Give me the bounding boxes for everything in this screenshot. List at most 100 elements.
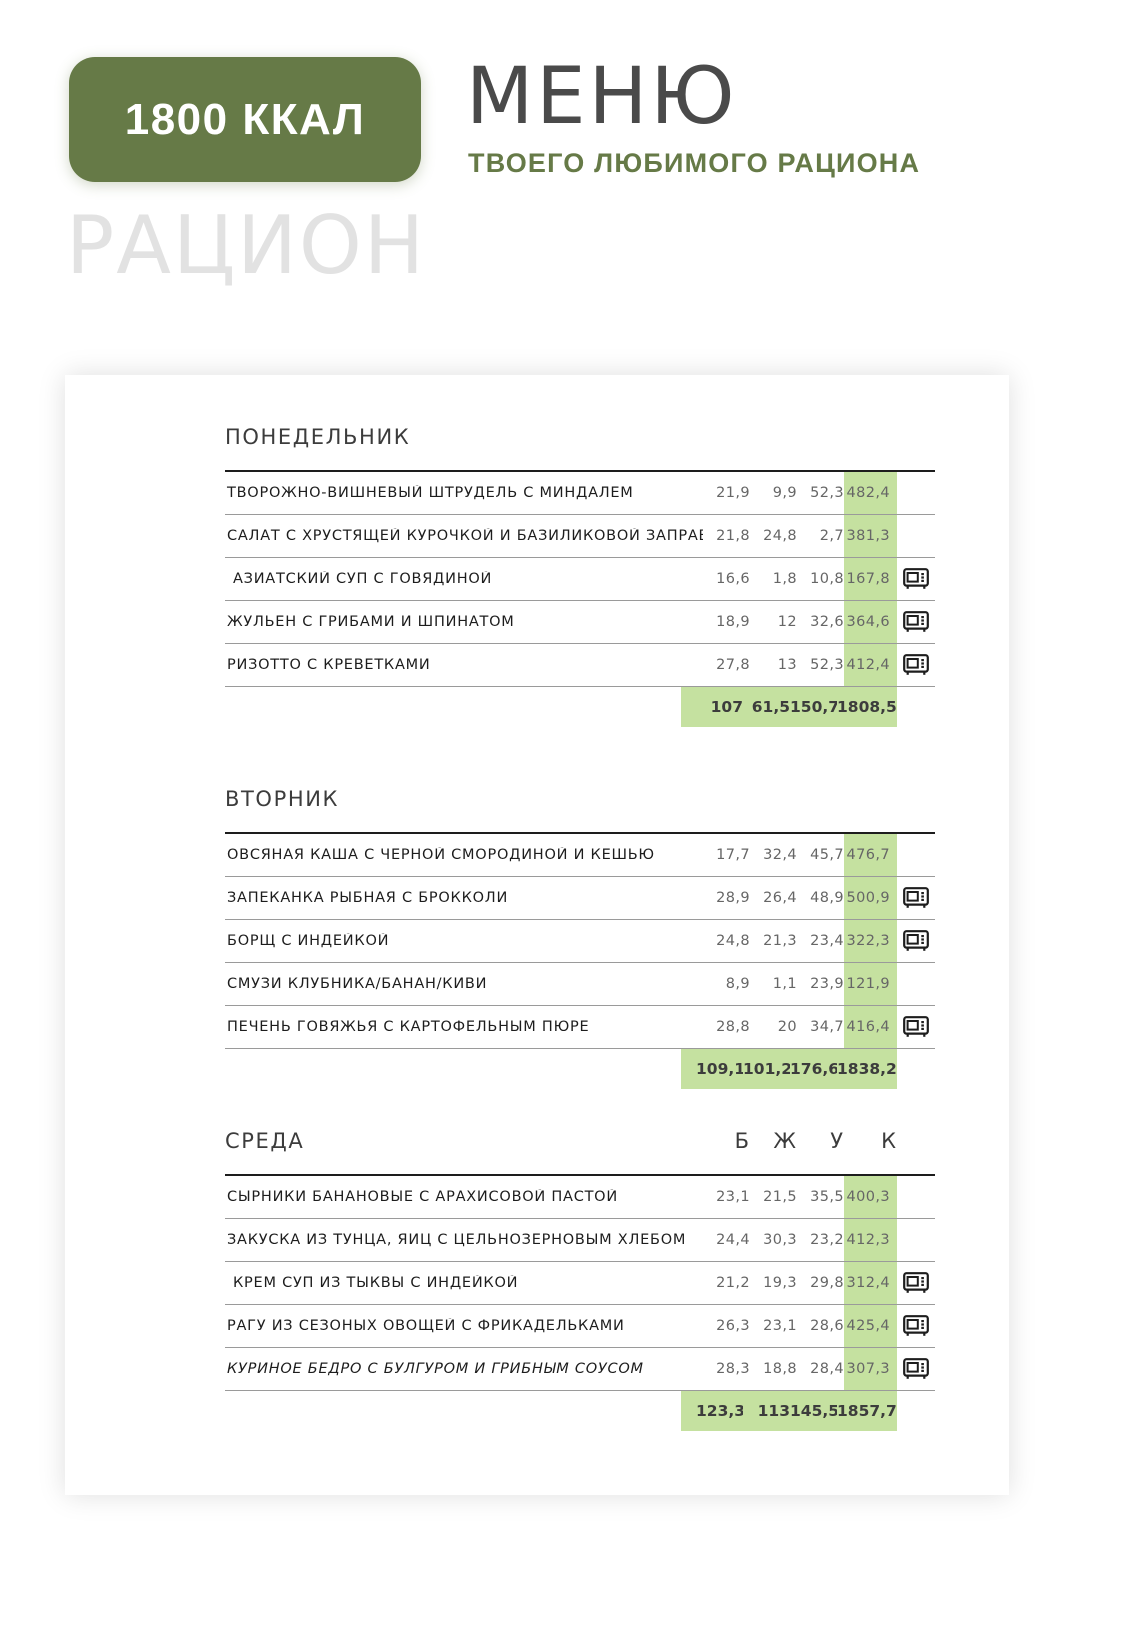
column-header-kcal: К — [881, 1129, 897, 1153]
column-header-fat: Ж — [773, 1129, 797, 1153]
dish-name: КУРИНОЕ БЕДРО С БУЛГУРОМ И ГРИБНЫМ СОУСО… — [227, 1361, 644, 1377]
day-table: ТВОРОЖНО-ВИШНЕВЫЙ ШТРУДЕЛЬ С МИНДАЛЕМ 21,… — [225, 470, 935, 727]
dish-fat: 20 — [777, 1019, 797, 1035]
dish-carbs: 48,9 — [810, 890, 844, 906]
total-carbs: 145,5 — [790, 1391, 839, 1431]
dish-name: СЫРНИКИ БАНАНОВЫЕ С АРАХИСОВОЙ ПАСТОЙ — [227, 1189, 618, 1205]
table-row[interactable]: САЛАТ С ХРУСТЯЩЕЙ КУРОЧКОЙ И БАЗИЛИКОВОЙ… — [225, 515, 935, 558]
day-section-2: СРЕДА Б Ж У К СЫРНИКИ БАНАНОВЫЕ С АРАХИСОВОЙ … — [225, 1113, 935, 1431]
table-row[interactable]: РИЗОТТО С КРЕВЕТКАМИ 27,8 13 52,3 412,4 — [225, 644, 935, 687]
dish-carbs: 52,3 — [810, 657, 844, 673]
day-section-0: ПОНЕДЕЛЬНИК ТВОРОЖНО-ВИШНЕВЫЙ ШТРУДЕЛЬ С … — [225, 409, 935, 727]
day-header: ПОНЕДЕЛЬНИК — [225, 409, 935, 453]
reheat-icon-cell — [897, 844, 935, 866]
dish-fat: 23,1 — [763, 1318, 797, 1334]
dish-protein: 8,9 — [725, 976, 750, 992]
dish-fat: 1,8 — [772, 571, 797, 587]
dish-kcal: 412,4 — [844, 644, 897, 686]
reheat-icon-cell — [897, 611, 935, 633]
table-row[interactable]: СМУЗИ КЛУБНИКА/БАНАН/КИВИ 8,9 1,1 23,9 121,9 — [225, 963, 935, 1006]
dish-protein: 28,8 — [716, 1019, 750, 1035]
dish-name: СМУЗИ КЛУБНИКА/БАНАН/КИВИ — [227, 976, 488, 992]
dish-carbs: 29,8 — [810, 1275, 844, 1291]
dish-kcal: 307,3 — [844, 1348, 897, 1390]
day-section-1: ВТОРНИК ОВСЯНАЯ КАША С ЧЕРНОЙ СМОРОДИНОЙ … — [225, 771, 935, 1089]
dish-kcal: 412,3 — [844, 1219, 897, 1261]
microwave-icon — [903, 1358, 929, 1379]
dish-protein: 18,9 — [716, 614, 750, 630]
dish-carbs: 23,9 — [810, 976, 844, 992]
day-header: ВТОРНИК — [225, 771, 935, 815]
column-header-protein: Б — [734, 1129, 750, 1153]
total-kcal: 1838,2 — [837, 1049, 897, 1089]
reheat-icon-cell — [897, 887, 935, 909]
dish-fat: 9,9 — [772, 485, 797, 501]
table-row[interactable]: РАГУ ИЗ СЕЗОНЫХ ОВОЩЕЙ С ФРИКАДЕЛЬКАМИ 26… — [225, 1305, 935, 1348]
dish-fat: 21,5 — [763, 1189, 797, 1205]
dish-carbs: 28,4 — [810, 1361, 844, 1377]
column-header-carbs: У — [830, 1129, 844, 1153]
day-header: СРЕДА Б Ж У К — [225, 1113, 935, 1157]
total-fat: 101,2 — [743, 1049, 792, 1089]
calorie-badge: 1800 ККАЛ — [69, 57, 421, 182]
microwave-icon — [903, 568, 929, 589]
dish-protein: 24,8 — [716, 933, 750, 949]
dish-name: ЖУЛЬЕН С ГРИБАМИ И ШПИНАТОМ — [227, 614, 515, 630]
dish-name: КРЕМ СУП ИЗ ТЫКВЫ С ИНДЕЙКОЙ — [233, 1275, 519, 1291]
dish-kcal: 476,7 — [844, 834, 897, 876]
microwave-icon — [903, 1272, 929, 1293]
dish-name: ПЕЧЕНЬ ГОВЯЖЬЯ С КАРТОФЕЛЬНЫМ ПЮРЕ — [227, 1019, 590, 1035]
table-row[interactable]: ТВОРОЖНО-ВИШНЕВЫЙ ШТРУДЕЛЬ С МИНДАЛЕМ 21,… — [225, 472, 935, 515]
table-row[interactable]: СЫРНИКИ БАНАНОВЫЕ С АРАХИСОВОЙ ПАСТОЙ 23,… — [225, 1176, 935, 1219]
dish-kcal: 364,6 — [844, 601, 897, 643]
dish-fat: 30,3 — [763, 1232, 797, 1248]
reheat-icon-cell — [897, 482, 935, 504]
dish-carbs: 35,5 — [810, 1189, 844, 1205]
total-carbs: 150,7 — [790, 687, 839, 727]
watermark-text: РАЦИОН — [66, 199, 427, 292]
reheat-icon-cell — [897, 1315, 935, 1337]
calorie-badge-label: 1800 ККАЛ — [124, 94, 366, 144]
microwave-icon — [903, 1016, 929, 1037]
dish-kcal: 167,8 — [844, 558, 897, 600]
dish-carbs: 23,4 — [810, 933, 844, 949]
table-row[interactable]: БОРЩ С ИНДЕЙКОЙ 24,8 21,3 23,4 322,3 — [225, 920, 935, 963]
table-row[interactable]: АЗИАТСКИЙ СУП С ГОВЯДИНОЙ 16,6 1,8 10,8 167,… — [225, 558, 935, 601]
table-row[interactable]: ОВСЯНАЯ КАША С ЧЕРНОЙ СМОРОДИНОЙ И КЕШЬЮ… — [225, 834, 935, 877]
day-totals-row: 123,3 113 145,5 1857,7 — [225, 1391, 935, 1431]
dish-kcal: 400,3 — [844, 1176, 897, 1218]
day-title: ПОНЕДЕЛЬНИК — [225, 425, 411, 449]
table-row[interactable]: ЖУЛЬЕН С ГРИБАМИ И ШПИНАТОМ 18,9 12 32,6 364… — [225, 601, 935, 644]
dish-protein: 21,8 — [716, 528, 750, 544]
dish-fat: 19,3 — [763, 1275, 797, 1291]
microwave-icon — [903, 611, 929, 632]
dish-fat: 1,1 — [772, 976, 797, 992]
dish-name: ЗАКУСКА ИЗ ТУНЦА, ЯИЦ С ЦЕЛЬНОЗЕРНОВЫМ Х… — [227, 1232, 687, 1248]
dish-name: ЗАПЕКАНКА РЫБНАЯ С БРОККОЛИ — [227, 890, 509, 906]
table-row[interactable]: ПЕЧЕНЬ ГОВЯЖЬЯ С КАРТОФЕЛЬНЫМ ПЮРЕ 28,8 20… — [225, 1006, 935, 1049]
dish-kcal: 425,4 — [844, 1305, 897, 1347]
dish-fat: 21,3 — [763, 933, 797, 949]
page-header: 1800 ККАЛ МЕНЮ ТВОЕГО ЛЮБИМОГО РАЦИОНА Р… — [0, 0, 1122, 340]
table-row[interactable]: ЗАПЕКАНКА РЫБНАЯ С БРОККОЛИ 28,9 26,4 48,9 5… — [225, 877, 935, 920]
dish-protein: 28,9 — [716, 890, 750, 906]
dish-carbs: 2,7 — [819, 528, 844, 544]
total-fat: 113 — [743, 1391, 790, 1431]
total-protein: 109,1 — [681, 1049, 745, 1089]
day-totals-row: 109,1 101,2 176,6 1838,2 — [225, 1049, 935, 1089]
day-table: СЫРНИКИ БАНАНОВЫЕ С АРАХИСОВОЙ ПАСТОЙ 23,… — [225, 1174, 935, 1431]
dish-protein: 26,3 — [716, 1318, 750, 1334]
total-protein: 123,3 — [681, 1391, 745, 1431]
dish-protein: 21,2 — [716, 1275, 750, 1291]
table-row[interactable]: КРЕМ СУП ИЗ ТЫКВЫ С ИНДЕЙКОЙ 21,2 19,3 29,8… — [225, 1262, 935, 1305]
table-row[interactable]: КУРИНОЕ БЕДРО С БУЛГУРОМ И ГРИБНЫМ СОУСО… — [225, 1348, 935, 1391]
dish-protein: 21,9 — [716, 485, 750, 501]
dish-carbs: 10,8 — [810, 571, 844, 587]
total-protein: 107 — [681, 687, 743, 727]
dish-fat: 26,4 — [763, 890, 797, 906]
reheat-icon-cell — [897, 930, 935, 952]
table-row[interactable]: ЗАКУСКА ИЗ ТУНЦА, ЯИЦ С ЦЕЛЬНОЗЕРНОВЫМ Х… — [225, 1219, 935, 1262]
reheat-icon-cell — [897, 973, 935, 995]
reheat-icon-cell — [897, 1016, 935, 1038]
dish-name: АЗИАТСКИЙ СУП С ГОВЯДИНОЙ — [233, 571, 493, 587]
